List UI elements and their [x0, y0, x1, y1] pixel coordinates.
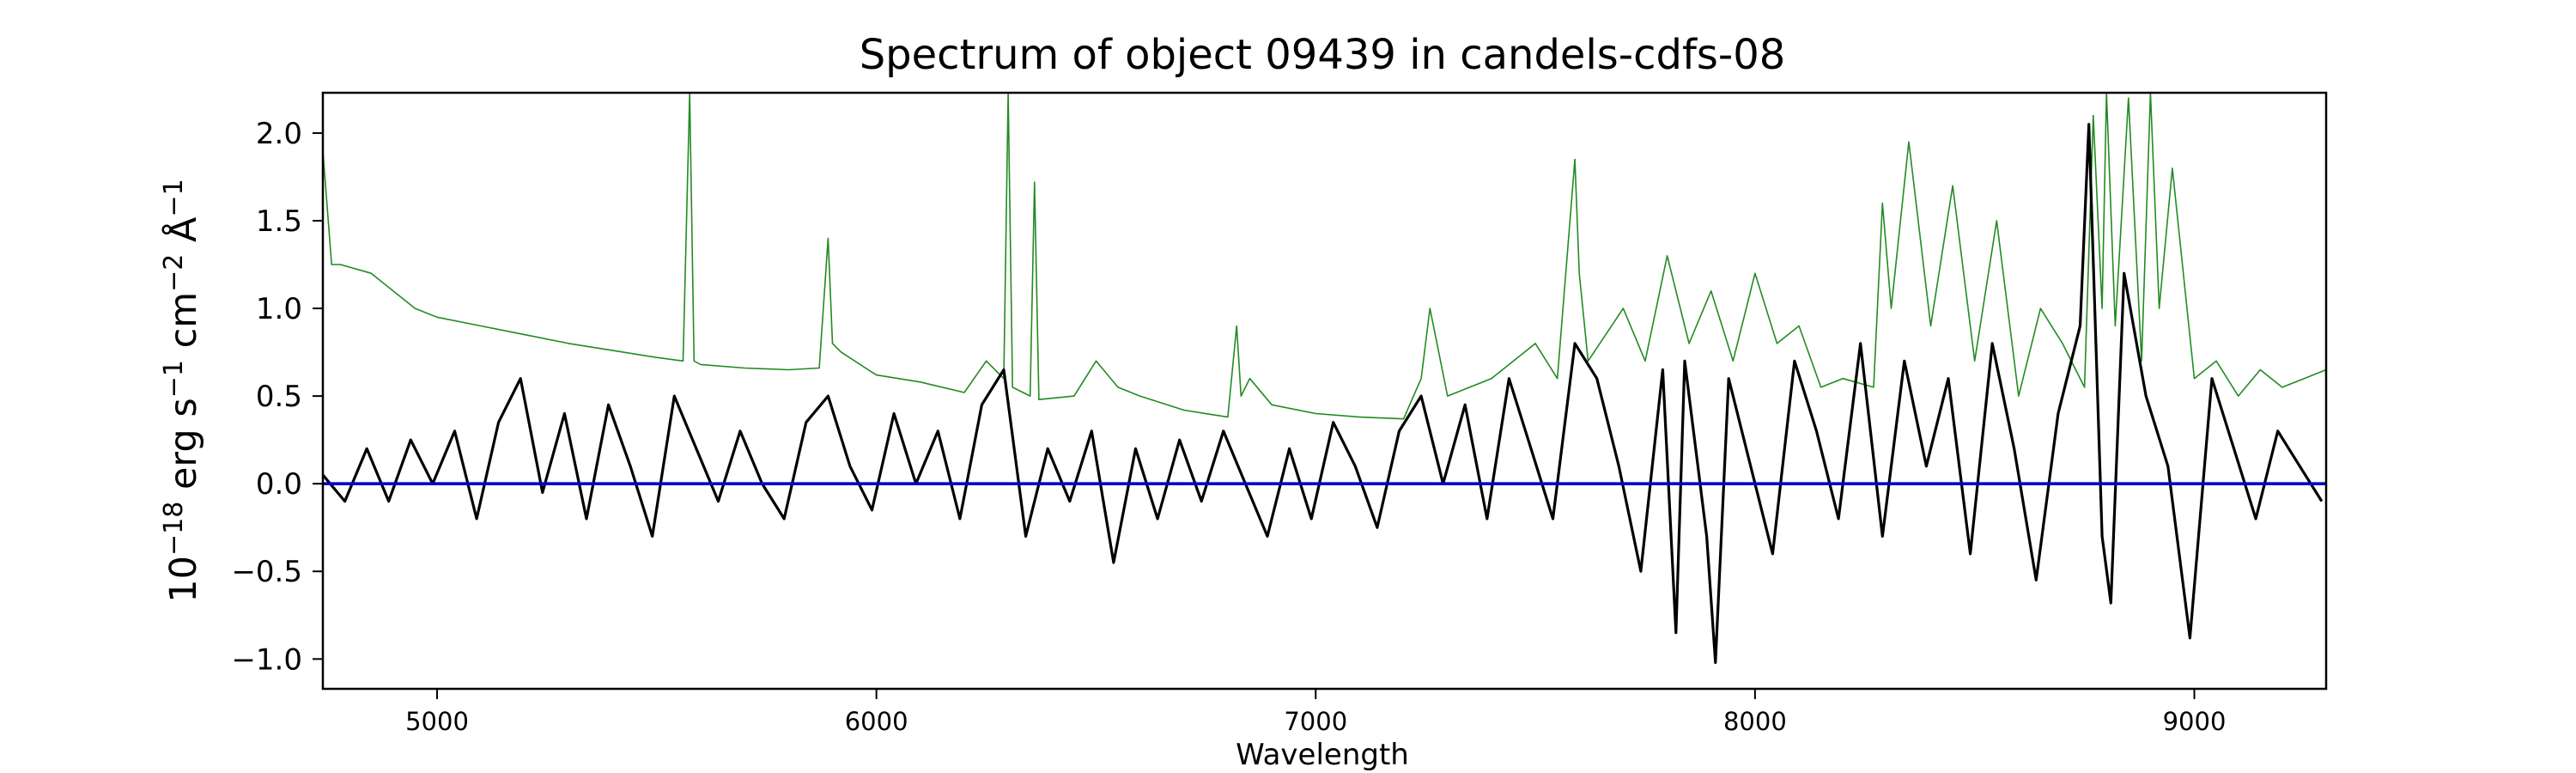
ylabel-ang: Å: [161, 216, 205, 254]
y-tick-label: 0.0: [256, 467, 302, 502]
y-axis: −1.0 −0.5 0.0 0.5 1.0 1.5 2.0: [231, 117, 323, 677]
y-tick-label: −1.0: [231, 642, 302, 677]
series-layer: [323, 93, 2326, 665]
ylabel-exp-s: −1: [159, 360, 189, 398]
x-tick-label: 9000: [2163, 707, 2227, 736]
x-tick-label: 8000: [1723, 707, 1787, 736]
x-axis: 5000 6000 7000 8000 9000: [405, 689, 2226, 736]
y-tick-label: −0.5: [231, 555, 302, 589]
y-tick-label: 2.0: [256, 117, 302, 151]
x-axis-label: Wavelength: [1236, 738, 1409, 772]
x-tick-label: 7000: [1284, 707, 1347, 736]
ylabel-exp-cm: −2: [159, 254, 189, 292]
ylabel-cm: cm: [162, 292, 205, 360]
ylabel-base: 10: [162, 556, 205, 603]
y-tick-label: 1.0: [256, 292, 302, 326]
ylabel-exp-ang: −1: [159, 179, 189, 216]
y-axis-label: 10−18 erg s−1 cm−2 Å−1: [159, 179, 205, 602]
ylabel-exp-base: −18: [159, 502, 189, 556]
x-tick-label: 6000: [845, 707, 908, 736]
y-tick-label: 0.5: [256, 380, 302, 414]
plot-frame: [321, 91, 2328, 691]
chart-title: Spectrum of object 09439 in candels-cdfs…: [860, 31, 1786, 79]
flux-series-line: [323, 123, 2324, 665]
error-series-line: [323, 93, 2326, 420]
ylabel-erg: erg s: [162, 398, 205, 501]
x-tick-label: 5000: [405, 707, 469, 736]
y-tick-label: 1.5: [256, 204, 302, 239]
